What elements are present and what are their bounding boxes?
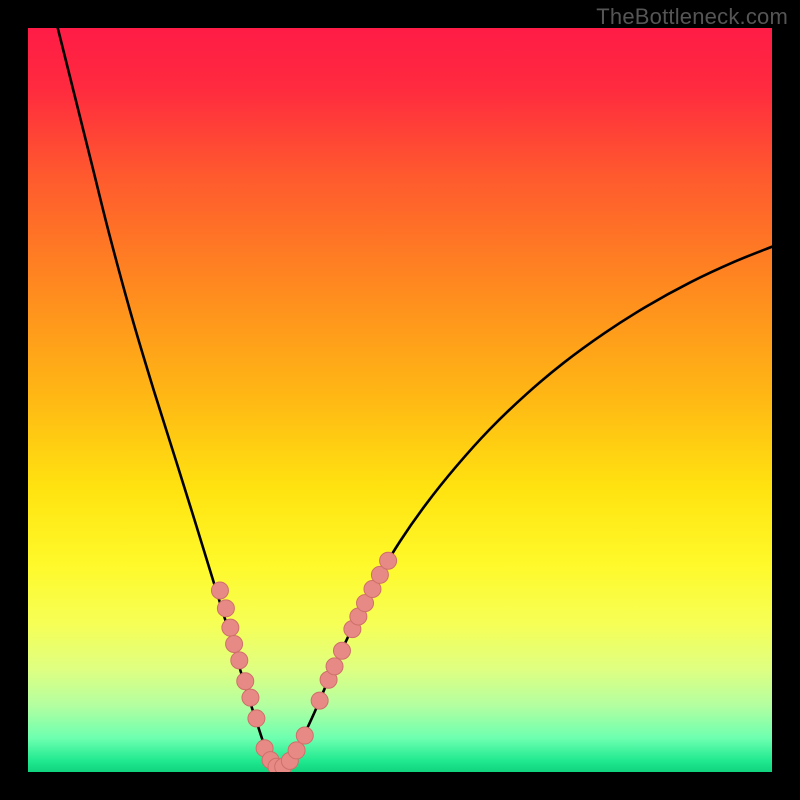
marker-right bbox=[311, 552, 396, 709]
marker-right-point bbox=[326, 658, 343, 675]
marker-left-point bbox=[242, 689, 259, 706]
marker-right-point bbox=[380, 552, 397, 569]
marker-left-point bbox=[237, 673, 254, 690]
marker-bottom bbox=[256, 727, 313, 772]
marker-left-point bbox=[222, 619, 239, 636]
marker-left-point bbox=[217, 600, 234, 617]
plot-area bbox=[28, 28, 772, 772]
curve-right bbox=[279, 247, 772, 771]
marker-right-point bbox=[311, 692, 328, 709]
marker-left-point bbox=[248, 710, 265, 727]
marker-left-point bbox=[231, 652, 248, 669]
marker-left-point bbox=[211, 582, 228, 599]
watermark-text: TheBottleneck.com bbox=[596, 4, 788, 30]
marker-bottom-point bbox=[296, 727, 313, 744]
marker-left-point bbox=[226, 636, 243, 653]
marker-bottom-point bbox=[288, 742, 305, 759]
chart-root: TheBottleneck.com bbox=[0, 0, 800, 800]
curve-overlay bbox=[28, 28, 772, 772]
marker-right-point bbox=[333, 642, 350, 659]
marker-left bbox=[211, 582, 264, 727]
